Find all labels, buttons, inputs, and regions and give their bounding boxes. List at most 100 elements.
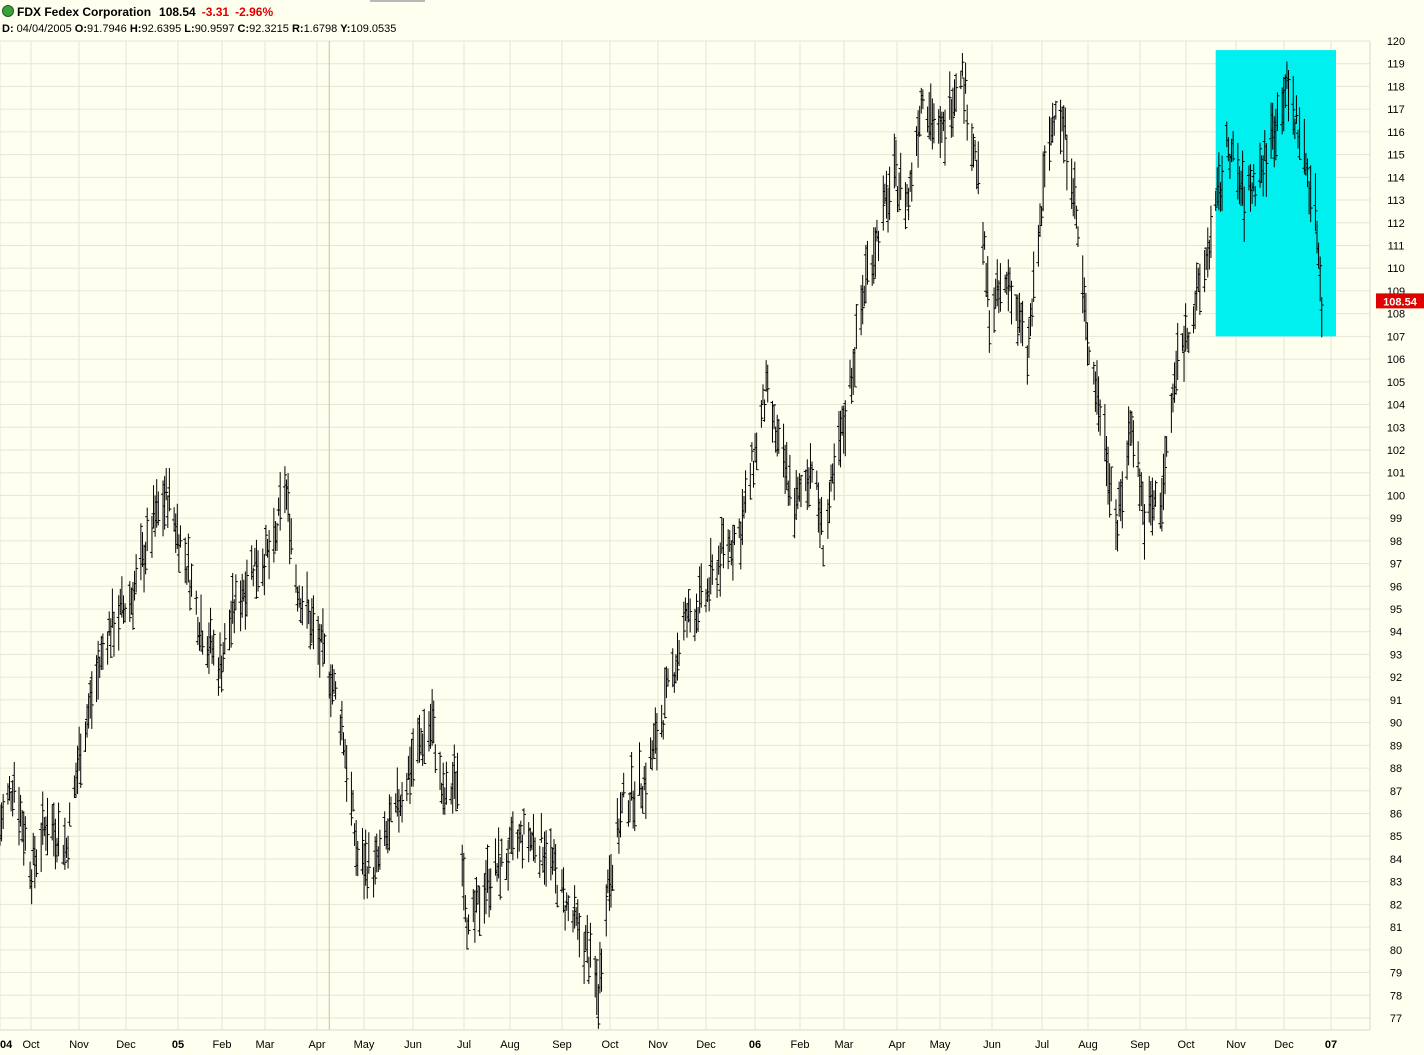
price-bar xyxy=(89,671,94,729)
price-bar xyxy=(271,507,276,563)
open-label: O: xyxy=(74,23,88,35)
price-bar xyxy=(1015,294,1020,346)
price-bar xyxy=(377,829,382,870)
price-bar xyxy=(100,633,105,670)
price-bar xyxy=(887,166,892,221)
price-bar xyxy=(895,186,900,213)
price-bar xyxy=(1175,322,1180,380)
price-bar xyxy=(992,287,997,333)
price-bar xyxy=(496,827,501,879)
y-tick-label: 82 xyxy=(1390,899,1402,911)
price-bar xyxy=(1164,436,1169,457)
x-tick-label: Jul xyxy=(457,1039,471,1051)
price-bar xyxy=(453,772,458,812)
price-bar xyxy=(1308,165,1313,223)
price-bar xyxy=(662,667,667,719)
price-bar xyxy=(1082,277,1087,322)
price-bar xyxy=(751,460,756,488)
price-bar xyxy=(216,657,221,696)
price-bar xyxy=(1072,161,1077,220)
price-bar xyxy=(1297,107,1302,160)
price-bar xyxy=(464,917,469,950)
price-bar xyxy=(588,922,593,968)
price-bar xyxy=(1115,519,1120,552)
price-bar xyxy=(710,554,715,585)
price-bar xyxy=(632,781,637,832)
price-bar xyxy=(488,868,493,911)
price-bar xyxy=(754,432,759,471)
price-bar xyxy=(1131,420,1136,468)
price-bar xyxy=(1047,116,1052,171)
x-tick-label: Dec xyxy=(116,1039,136,1051)
price-bar xyxy=(917,105,922,137)
y-tick-label: 117 xyxy=(1387,104,1405,116)
price-bar xyxy=(127,581,132,622)
price-bar xyxy=(544,830,549,887)
price-bar xyxy=(965,104,970,141)
price-bar xyxy=(1159,477,1164,532)
price-bar xyxy=(221,642,226,673)
price-bar xyxy=(776,418,781,454)
price-bar xyxy=(718,542,723,597)
y-tick-label: 101 xyxy=(1387,468,1405,480)
price-bar xyxy=(871,227,876,284)
price-bar xyxy=(618,792,623,838)
price-bar xyxy=(330,664,335,705)
y-tick-label: 97 xyxy=(1390,559,1402,571)
price-bar xyxy=(1074,205,1079,229)
company-name: Fedex Corporation xyxy=(44,5,152,19)
y-tick-label: 84 xyxy=(1390,854,1402,866)
price-bar xyxy=(419,728,424,756)
price-bar xyxy=(1318,256,1323,302)
y-tick-label: 87 xyxy=(1390,786,1402,798)
price-bar xyxy=(707,577,712,612)
price-bar xyxy=(10,780,15,817)
price-bar xyxy=(1251,164,1256,192)
price-bar xyxy=(585,914,590,964)
price-bar xyxy=(143,541,148,575)
price-bar xyxy=(355,841,360,877)
price-bar xyxy=(1026,318,1031,358)
price-bar xyxy=(1098,399,1103,436)
x-tick-label: Oct xyxy=(601,1039,618,1051)
price-bar xyxy=(211,629,216,666)
price-bar xyxy=(1183,303,1188,351)
price-bar xyxy=(1231,131,1236,162)
price-bar xyxy=(1030,298,1035,327)
price-bar xyxy=(909,162,914,202)
price-bar xyxy=(897,172,902,211)
price-bar xyxy=(675,632,680,681)
price-bar xyxy=(1087,346,1092,365)
price-bar xyxy=(893,139,898,187)
price-bar xyxy=(56,802,61,857)
price-bar xyxy=(726,529,731,570)
x-tick-label: Jun xyxy=(404,1039,422,1051)
price-bar xyxy=(1235,142,1240,200)
x-tick-label: Oct xyxy=(1177,1039,1194,1051)
price-bar xyxy=(577,913,582,958)
price-bar xyxy=(973,139,978,160)
price-bar xyxy=(510,811,515,861)
price-bar xyxy=(208,607,213,654)
price-bar xyxy=(96,640,101,700)
y-tick-label: 94 xyxy=(1390,627,1402,639)
price-bar xyxy=(694,593,699,634)
price-bar xyxy=(1253,186,1258,207)
price-bar xyxy=(1319,297,1324,338)
price-bar xyxy=(1242,186,1247,242)
price-bar xyxy=(461,852,466,911)
price-bar xyxy=(1261,155,1266,197)
price-bar xyxy=(982,231,987,250)
price-bar xyxy=(332,669,336,694)
price-bar xyxy=(45,797,50,856)
price-bar xyxy=(108,618,113,658)
price-bar xyxy=(604,884,609,937)
close-value: 92.3215 xyxy=(249,23,289,35)
price-bar xyxy=(431,700,436,744)
price-change-pct: -2.96% xyxy=(235,5,274,19)
price-bar xyxy=(1202,250,1207,293)
price-bar xyxy=(1053,100,1058,120)
price-bar xyxy=(518,820,523,844)
price-bar xyxy=(311,595,316,650)
